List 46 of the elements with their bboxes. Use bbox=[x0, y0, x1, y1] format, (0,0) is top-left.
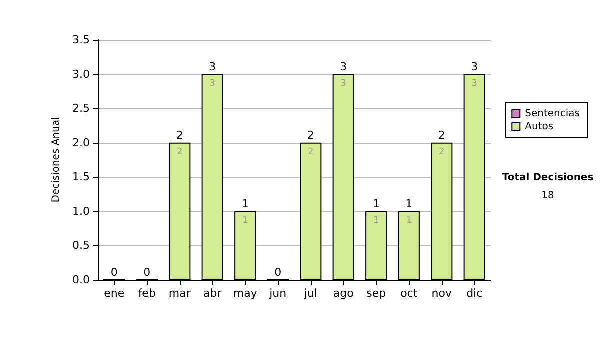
total-label: 3 bbox=[340, 60, 348, 74]
x-tick-label: nov bbox=[432, 287, 452, 300]
total-label: 2 bbox=[307, 128, 314, 142]
text: 18 bbox=[542, 190, 554, 202]
data-label: 1 bbox=[406, 216, 412, 226]
text: Total Decisiones bbox=[502, 172, 594, 184]
data-label: 3 bbox=[210, 78, 216, 89]
total-label: 2 bbox=[438, 128, 446, 142]
total-label: 0 bbox=[144, 266, 151, 279]
data-label: 1 bbox=[374, 216, 380, 226]
data-label: 3 bbox=[340, 78, 346, 89]
legend-label: Autos bbox=[525, 122, 554, 132]
total-label: 1 bbox=[242, 197, 249, 210]
data-label: 2 bbox=[439, 147, 445, 158]
data-label: 1 bbox=[242, 216, 248, 226]
total-label: 0 bbox=[274, 266, 282, 279]
y-tick-label: 2.0 bbox=[72, 136, 90, 150]
legend-label: Sentencias bbox=[525, 108, 580, 120]
total-label: 0 bbox=[110, 266, 118, 279]
x-tick-label: jun bbox=[268, 287, 287, 300]
data-label: 2 bbox=[308, 147, 314, 158]
y-tick-label: 2.5 bbox=[72, 102, 90, 116]
x-tick-label: sep bbox=[366, 287, 386, 300]
y-tick-label: 0.5 bbox=[72, 239, 90, 252]
total-label: 3 bbox=[471, 60, 478, 74]
total-label: 2 bbox=[176, 128, 184, 142]
y-tick-label: 1.5 bbox=[72, 170, 90, 184]
data-label: 3 bbox=[472, 78, 478, 89]
x-tick-label: ene bbox=[104, 287, 125, 300]
data-label: 2 bbox=[177, 147, 183, 158]
y-tick-label: 1.0 bbox=[72, 204, 90, 218]
x-tick-label: abr bbox=[204, 287, 222, 300]
x-tick-label: oct bbox=[400, 287, 418, 300]
x-tick-label: jul bbox=[303, 287, 318, 300]
total-label: 1 bbox=[406, 197, 413, 210]
total-label: 3 bbox=[209, 60, 216, 74]
x-tick-label: dic bbox=[466, 287, 483, 300]
y-tick-label: 0.0 bbox=[72, 274, 90, 286]
x-tick-label: feb bbox=[138, 287, 156, 300]
x-tick-label: may bbox=[233, 287, 258, 300]
y-axis-title: Decisiones Anual bbox=[51, 117, 62, 203]
y-tick-label: 3.0 bbox=[72, 68, 90, 81]
y-tick-label: 3.5 bbox=[72, 34, 90, 46]
x-tick-label: mar bbox=[168, 287, 192, 300]
x-tick-label: ago bbox=[333, 287, 354, 300]
total-label: 1 bbox=[372, 197, 380, 210]
